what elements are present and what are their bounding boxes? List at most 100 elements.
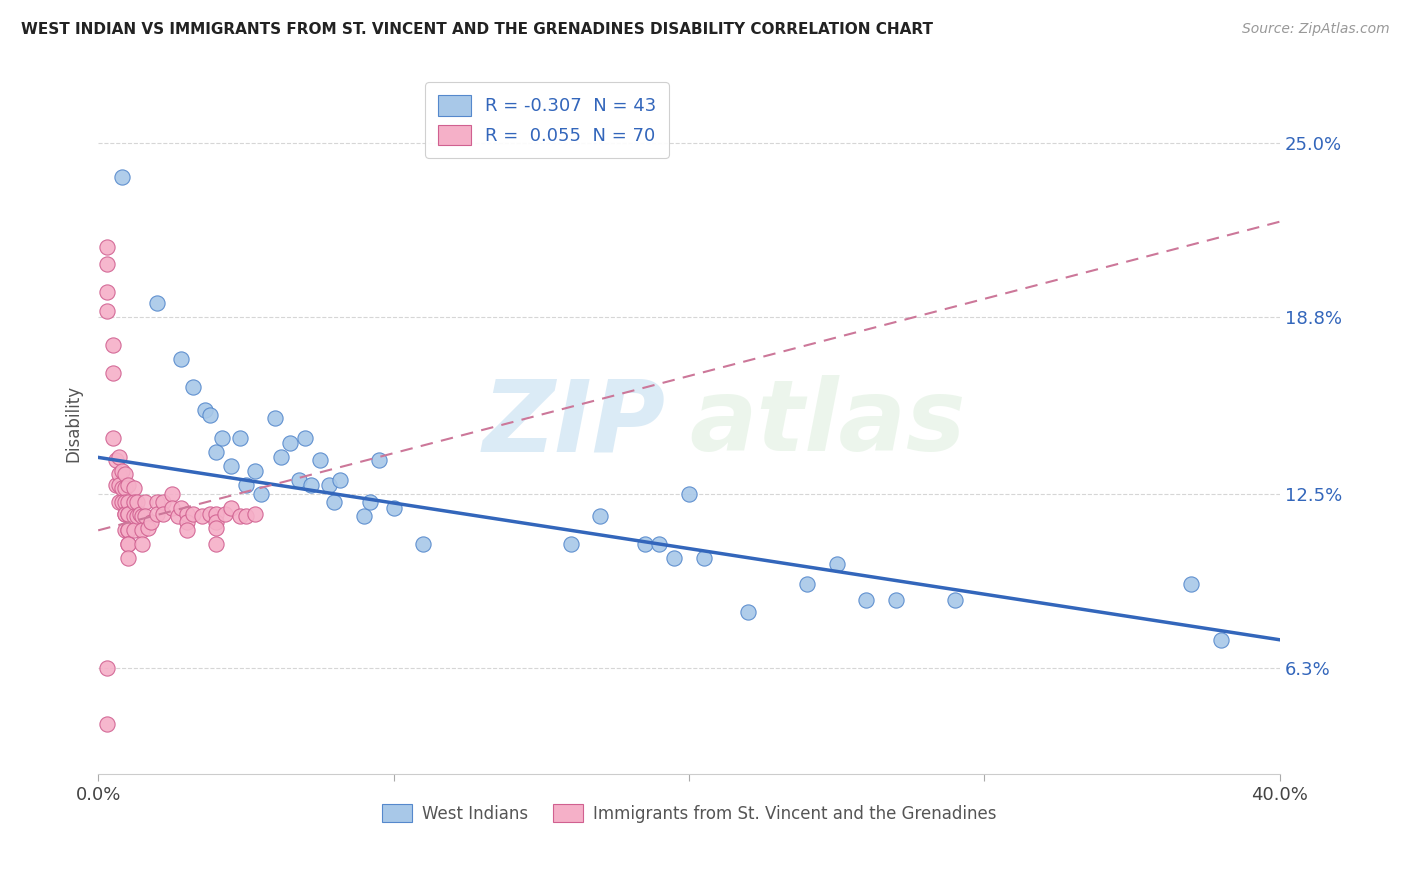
Point <box>104 478 127 492</box>
Point <box>122 495 145 509</box>
Legend: West Indians, Immigrants from St. Vincent and the Grenadines: West Indians, Immigrants from St. Vincen… <box>375 797 1002 830</box>
Point <box>270 450 292 465</box>
Point <box>108 495 131 509</box>
Point <box>796 576 818 591</box>
Point <box>101 338 124 352</box>
Point <box>146 507 169 521</box>
Point <box>329 473 352 487</box>
Point <box>146 296 169 310</box>
Point <box>205 507 228 521</box>
Text: ZIP: ZIP <box>482 376 665 472</box>
Point <box>884 593 907 607</box>
Point <box>170 352 193 367</box>
Point <box>648 537 671 551</box>
Point <box>589 509 612 524</box>
Point <box>117 537 139 551</box>
Point <box>181 380 204 394</box>
Point <box>114 481 136 495</box>
Point <box>264 411 287 425</box>
Point <box>170 500 193 515</box>
Point <box>633 537 655 551</box>
Point <box>211 431 233 445</box>
Point <box>167 509 190 524</box>
Point <box>294 431 316 445</box>
Point <box>662 551 685 566</box>
Point <box>96 304 118 318</box>
Point <box>108 450 131 465</box>
Point <box>235 478 257 492</box>
Point <box>111 464 134 478</box>
Point <box>117 524 139 538</box>
Point <box>737 605 759 619</box>
Point <box>692 551 714 566</box>
Point <box>205 444 228 458</box>
Point <box>114 495 136 509</box>
Point <box>176 524 198 538</box>
Point <box>229 431 252 445</box>
Point <box>353 509 375 524</box>
Text: WEST INDIAN VS IMMIGRANTS FROM ST. VINCENT AND THE GRENADINES DISABILITY CORRELA: WEST INDIAN VS IMMIGRANTS FROM ST. VINCE… <box>21 22 934 37</box>
Point <box>101 366 124 380</box>
Point <box>359 495 381 509</box>
Point <box>108 478 131 492</box>
Point <box>131 509 153 524</box>
Point <box>200 409 222 423</box>
Point <box>111 169 134 184</box>
Point <box>131 524 153 538</box>
Point <box>114 507 136 521</box>
Point <box>111 481 134 495</box>
Point <box>205 520 228 534</box>
Point <box>193 402 215 417</box>
Point <box>111 495 134 509</box>
Point <box>412 537 434 551</box>
Point <box>117 495 139 509</box>
Point <box>560 537 582 551</box>
Point <box>125 509 148 524</box>
Point <box>219 458 242 473</box>
Point <box>229 509 252 524</box>
Point <box>117 551 139 566</box>
Point <box>96 661 118 675</box>
Point <box>299 478 322 492</box>
Point <box>134 495 156 509</box>
Point <box>278 436 301 450</box>
Point <box>101 431 124 445</box>
Point <box>176 515 198 529</box>
Point <box>125 495 148 509</box>
Point <box>176 507 198 521</box>
Point <box>96 717 118 731</box>
Point <box>104 453 127 467</box>
Point <box>288 473 311 487</box>
Point <box>243 507 266 521</box>
Point <box>243 464 266 478</box>
Point <box>128 507 150 521</box>
Point <box>117 524 139 538</box>
Point <box>117 478 139 492</box>
Point <box>96 240 118 254</box>
Point <box>114 467 136 482</box>
Point <box>308 453 330 467</box>
Point <box>205 515 228 529</box>
Point <box>152 507 174 521</box>
Point <box>181 507 204 521</box>
Point <box>1180 576 1202 591</box>
Point <box>214 507 236 521</box>
Point <box>117 507 139 521</box>
Point <box>146 495 169 509</box>
Point <box>108 467 131 482</box>
Text: atlas: atlas <box>689 376 966 472</box>
Point <box>382 500 405 515</box>
Point <box>678 487 700 501</box>
Point <box>96 285 118 299</box>
Point <box>200 507 222 521</box>
Point <box>122 481 145 495</box>
Point <box>122 524 145 538</box>
Point <box>152 495 174 509</box>
Point <box>219 500 242 515</box>
Point <box>160 500 183 515</box>
Point <box>96 257 118 271</box>
Point <box>134 509 156 524</box>
Point <box>190 509 212 524</box>
Point <box>825 557 848 571</box>
Point <box>323 495 346 509</box>
